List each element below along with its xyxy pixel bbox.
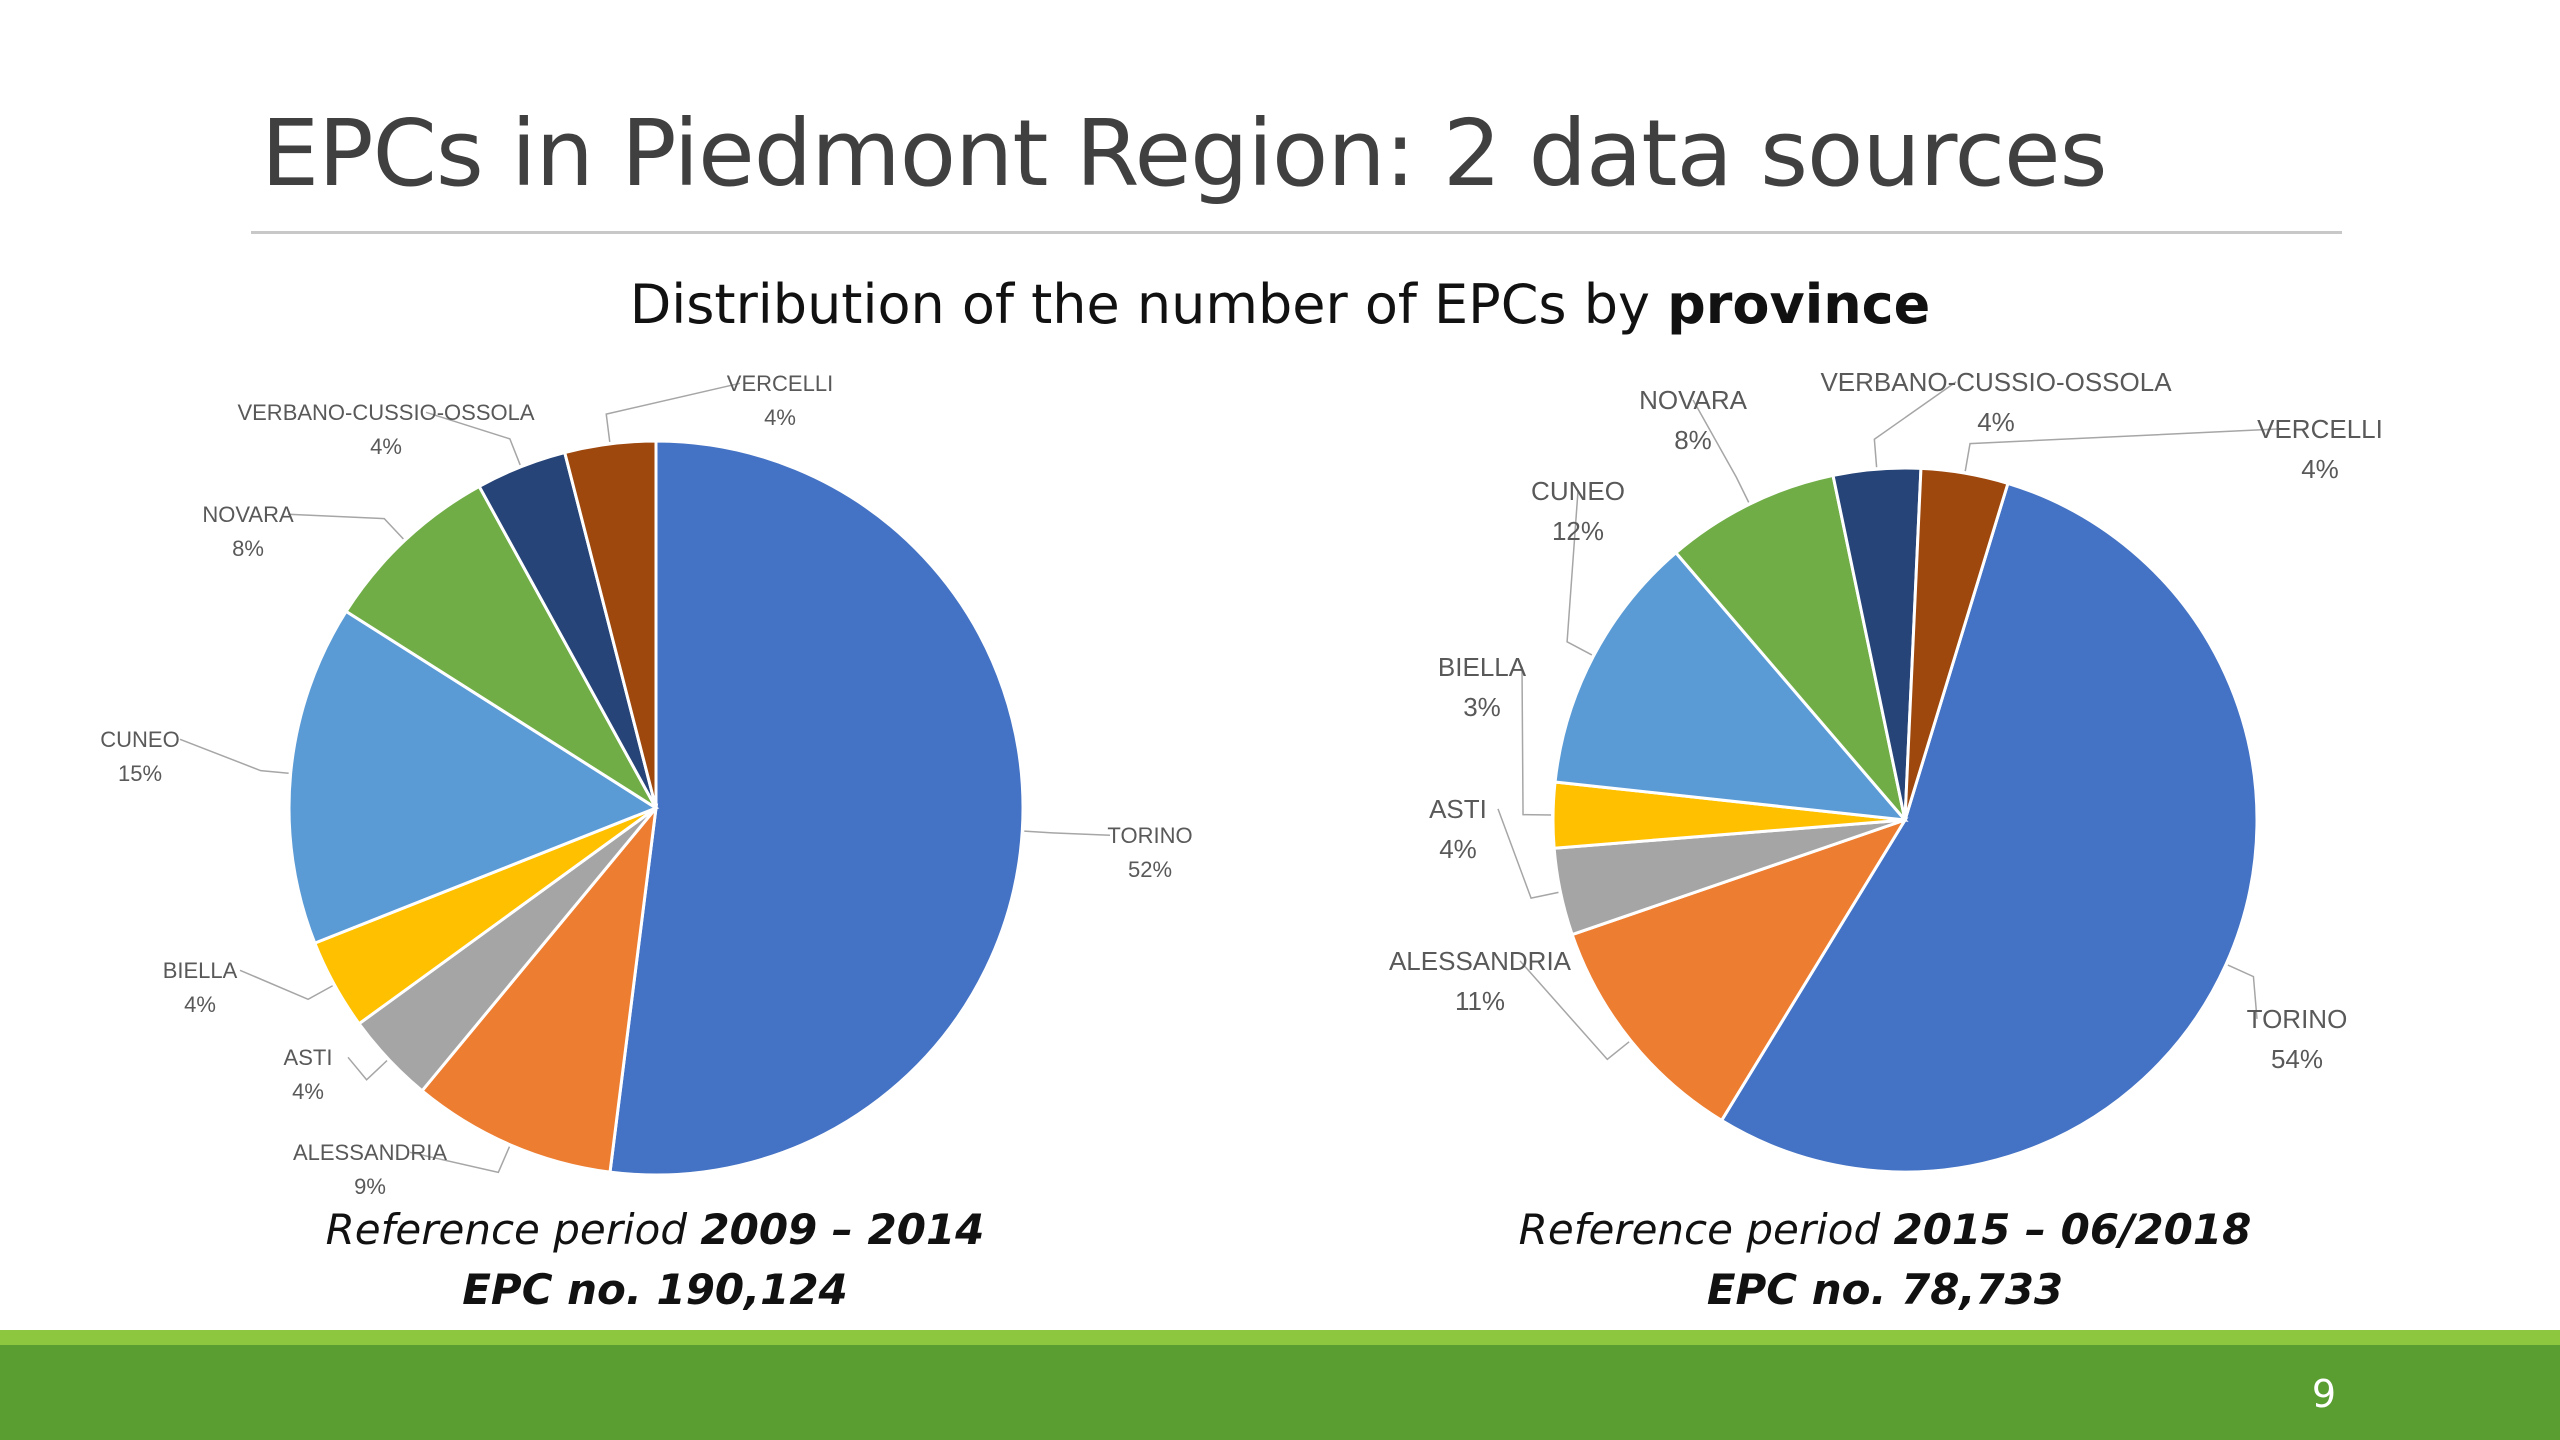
pie2-slice-vercelli bbox=[1903, 466, 2010, 821]
pie1-leader-cuneo bbox=[179, 738, 289, 775]
pie2-slice-novara bbox=[1673, 473, 1907, 821]
pie1-slice-novara bbox=[344, 484, 658, 810]
pie2-label-verbano-cussio-ossola: VERBANO-CUSSIO-OSSOLA bbox=[1820, 367, 2172, 397]
caption-right: Reference period 2015 – 06/2018 EPC no. … bbox=[1410, 1200, 2360, 1320]
pie2-leader-vercelli bbox=[1964, 428, 2281, 472]
pie1-label-biella: BIELLA bbox=[163, 958, 238, 983]
pie1-value-asti: 4% bbox=[292, 1079, 324, 1104]
pie2-leader-asti bbox=[1497, 808, 1559, 899]
pie1-label-alessandria: ALESSANDRIA bbox=[293, 1140, 447, 1165]
pie1-leader-verbano-cussio-ossola bbox=[425, 411, 521, 466]
pie2-leader-cuneo bbox=[1566, 490, 1593, 656]
pie2-label-asti: ASTI bbox=[1429, 794, 1487, 824]
pie2-value-cuneo: 12% bbox=[1552, 516, 1604, 546]
pie1-value-vercelli: 4% bbox=[764, 405, 796, 430]
page-number: 9 bbox=[2311, 1372, 2336, 1416]
footer-band bbox=[0, 1345, 2560, 1440]
pie1-leader-biella bbox=[239, 969, 334, 1001]
pie1-value-verbano-cussio-ossola: 4% bbox=[370, 434, 402, 459]
title-divider bbox=[251, 231, 2342, 234]
caption-left-epc: EPC no. 190,124 bbox=[462, 1265, 848, 1314]
pie2-value-torino: 54% bbox=[2271, 1044, 2323, 1074]
pie2-label-alessandria: ALESSANDRIA bbox=[1389, 946, 1572, 976]
pie1-value-alessandria: 9% bbox=[354, 1174, 386, 1199]
pie1-value-cuneo: 15% bbox=[118, 761, 162, 786]
pie2-value-asti: 4% bbox=[1439, 834, 1477, 864]
pie2-value-biella: 3% bbox=[1463, 692, 1501, 722]
pie1-leader-vercelli bbox=[605, 382, 741, 443]
pie1-label-verbano-cussio-ossola: VERBANO-CUSSIO-OSSOLA bbox=[237, 400, 534, 425]
caption-left-period: Reference period 2009 – 2014 bbox=[325, 1205, 985, 1254]
pie1-label-vercelli: VERCELLI bbox=[727, 371, 833, 396]
pie2-value-alessandria: 11% bbox=[1455, 986, 1505, 1016]
pie2-leader-verbano-cussio-ossola bbox=[1873, 381, 1957, 468]
pie2-slice-cuneo bbox=[1553, 550, 1909, 822]
caption-left: Reference period 2009 – 2014 EPC no. 190… bbox=[180, 1200, 1130, 1320]
subtitle-bold: province bbox=[1667, 273, 1931, 336]
pie1-leader-alessandria bbox=[409, 1146, 511, 1174]
pie1-label-asti: ASTI bbox=[284, 1045, 333, 1070]
pie1-slice-alessandria bbox=[419, 803, 659, 1174]
pie2-value-novara: 8% bbox=[1674, 425, 1712, 455]
pie2-slice-alessandria bbox=[1570, 817, 1909, 1123]
pie1-slice-vercelli bbox=[562, 439, 658, 809]
pie2-value-vercelli: 4% bbox=[2301, 454, 2339, 484]
pie2-value-verbano-cussio-ossola: 4% bbox=[1977, 407, 2015, 437]
caption-right-period: Reference period 2015 – 06/2018 bbox=[1518, 1205, 2252, 1254]
pie1-leader-torino bbox=[1024, 830, 1111, 837]
footer-accent-band bbox=[0, 1330, 2560, 1345]
pie1-slice-cuneo bbox=[287, 609, 660, 946]
pie1-value-novara: 8% bbox=[232, 536, 264, 561]
chart-subtitle: Distribution of the number of EPCs by pr… bbox=[0, 273, 2560, 336]
pie2-label-novara: NOVARA bbox=[1639, 385, 1748, 415]
pie2-leader-torino bbox=[2227, 964, 2258, 1019]
pie2-leader-biella bbox=[1521, 666, 1552, 816]
pie1-leader-asti bbox=[347, 1056, 388, 1081]
pie2-label-torino: TORINO bbox=[2247, 1004, 2348, 1034]
subtitle-text: Distribution of the number of EPCs by bbox=[629, 273, 1668, 336]
pie1-label-torino: TORINO bbox=[1107, 823, 1192, 848]
pie2-label-cuneo: CUNEO bbox=[1531, 476, 1625, 506]
pie1-slice-torino bbox=[608, 439, 1025, 1177]
pie2-leader-novara bbox=[1692, 399, 1750, 503]
caption-right-epc: EPC no. 78,733 bbox=[1706, 1265, 2064, 1314]
pie1-value-biella: 4% bbox=[184, 992, 216, 1017]
pie1-value-torino: 52% bbox=[1128, 857, 1172, 882]
pie2-label-vercelli: VERCELLI bbox=[2257, 414, 2383, 444]
pie1-leader-novara bbox=[287, 513, 404, 540]
pie2-leader-alessandria bbox=[1519, 960, 1630, 1061]
pie2-slice-torino bbox=[1719, 481, 2259, 1174]
slide-title: EPCs in Piedmont Region: 2 data sources bbox=[261, 100, 2108, 207]
pie2-label-biella: BIELLA bbox=[1438, 652, 1527, 682]
pie1-label-cuneo: CUNEO bbox=[100, 727, 179, 752]
pie1-label-novara: NOVARA bbox=[202, 502, 294, 527]
